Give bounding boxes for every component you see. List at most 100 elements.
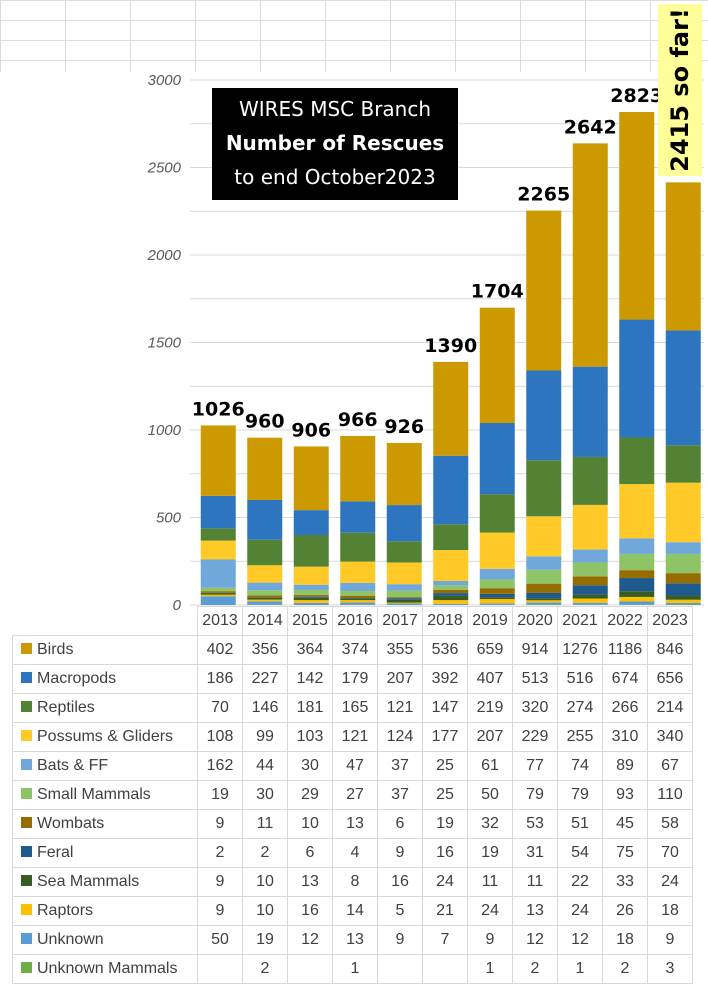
series-label: Small Mammals: [12, 780, 198, 810]
table-cell: 229: [512, 722, 558, 752]
table-cell: 9: [197, 809, 243, 839]
table-cell: 13: [287, 867, 333, 897]
series-name: Small Mammals: [37, 786, 151, 803]
table-cell: 74: [557, 751, 603, 781]
bar-segment-unknown: [572, 602, 608, 605]
table-cell: 10: [242, 867, 288, 897]
table-row: Possums & Gliders 108 99 103 121 124 177 207 229…: [12, 722, 693, 752]
table-cell: 16: [422, 838, 468, 868]
bar-segment-wombats: [433, 589, 469, 594]
table-cell: 846: [647, 635, 693, 665]
y-tick-label: 0: [173, 597, 182, 612]
bar-segment-wombats: [247, 595, 283, 598]
table-cell: 37: [377, 751, 423, 781]
bar-segment-sea-mammals: [572, 594, 608, 599]
series-name: Birds: [37, 641, 74, 658]
table-row: Feral 2 2 6 4 9 16 19 31 54 75 70: [12, 838, 693, 868]
table-cell: 392: [422, 664, 468, 694]
bar-segment-unknown: [386, 603, 422, 605]
table-cell: 6: [377, 809, 423, 839]
table-cell: 25: [422, 780, 468, 810]
table-cell: 27: [332, 780, 378, 810]
bar-segment-birds: [665, 182, 701, 331]
table-cell: 9: [377, 838, 423, 868]
bar-segment-macropods: [247, 500, 283, 540]
table-cell: 5: [377, 896, 423, 926]
table-cell: 513: [512, 664, 558, 694]
bar-segment-raptors: [247, 599, 283, 602]
bar-segment-possums-gliders: [619, 484, 655, 539]
table-row: Wombats 9 11 10 13 6 19 32 53 51 45 58: [12, 809, 693, 839]
bar-segment-raptors: [386, 602, 422, 604]
series-name: Raptors: [37, 902, 94, 919]
bar-segment-feral: [572, 585, 608, 595]
bar-segment-small-mammals: [293, 589, 329, 596]
bar-segment-macropods: [293, 510, 329, 535]
bar-segment-unknown: [433, 603, 469, 605]
table-cell: 10: [242, 896, 288, 926]
table-cell: 9: [467, 925, 513, 955]
total-label: 926: [384, 416, 424, 438]
bar-segment-raptors: [200, 594, 236, 597]
bar-segment-bats-ff: [386, 584, 422, 591]
table-cell: 2: [197, 838, 243, 868]
bar-segment-reptiles: [293, 535, 329, 567]
table-cell: 30: [242, 780, 288, 810]
table-cell: 24: [557, 896, 603, 926]
table-row: Small Mammals 19 30 29 27 37 25 50 79 79 93 110: [12, 780, 693, 810]
table-cell: 16: [377, 867, 423, 897]
bar-segment-possums-gliders: [200, 540, 236, 560]
bar-segment-reptiles: [247, 539, 283, 566]
bar-segment-sea-mammals: [526, 598, 562, 601]
table-cell: 29: [287, 780, 333, 810]
table-cell: 2: [242, 954, 288, 984]
bar-segment-unknown: [479, 603, 515, 605]
table-cell: 19: [242, 925, 288, 955]
table-cell: 274: [557, 693, 603, 723]
table-cell: 674: [602, 664, 648, 694]
table-cell: 147: [422, 693, 468, 723]
legend-swatch: [21, 788, 32, 799]
table-cell: 165: [332, 693, 378, 723]
bar-stack-2014: [247, 437, 283, 605]
y-axis: 0 500 1000 1500 2000 2500 3000: [147, 72, 182, 612]
legend-swatch: [21, 904, 32, 915]
bar-segment-reptiles: [572, 456, 608, 505]
series-name: Macropods: [37, 670, 117, 687]
table-cell: 9: [197, 867, 243, 897]
bar-segment-unknown: [293, 602, 329, 605]
year-header: 2018: [422, 606, 468, 636]
table-cell: 364: [287, 635, 333, 665]
bar-segment-small-mammals: [526, 569, 562, 584]
table-cell: 9: [647, 925, 693, 955]
series-label: Birds: [12, 635, 198, 665]
bar-segment-wombats: [293, 595, 329, 597]
total-label: 1026: [192, 398, 245, 420]
legend-swatch: [21, 875, 32, 886]
year-header: 2017: [377, 606, 423, 636]
bar-segment-bats-ff: [293, 584, 329, 590]
table-cell: 11: [242, 809, 288, 839]
table-row: Raptors 9 10 16 14 5 21 24 13 24 26 18: [12, 896, 693, 926]
series-name: Sea Mammals: [37, 873, 140, 890]
table-row: Reptiles 70 146 181 165 121 147 219 320 274 266 214: [12, 693, 693, 723]
data-table: 2013 2014 2015 2016 2017 2018 2019 2020 2021 2022…: [12, 606, 693, 984]
table-cell: 13: [512, 896, 558, 926]
table-cell: 24: [647, 867, 693, 897]
bar-segment-raptors: [665, 599, 701, 603]
bar-segment-possums-gliders: [386, 562, 422, 585]
total-label: 2823: [610, 85, 663, 107]
table-cell: 70: [197, 693, 243, 723]
bar-segment-feral: [386, 598, 422, 600]
table-cell: 58: [647, 809, 693, 839]
bar-stack-2019: [479, 307, 515, 605]
bars: [200, 112, 701, 605]
bar-segment-feral: [293, 596, 329, 598]
bar-stack-2017: [386, 442, 422, 605]
bar-segment-birds: [433, 361, 469, 456]
bar-segment-birds: [386, 442, 422, 506]
table-cell: 110: [647, 780, 693, 810]
bar-segment-unknown: [247, 601, 283, 605]
